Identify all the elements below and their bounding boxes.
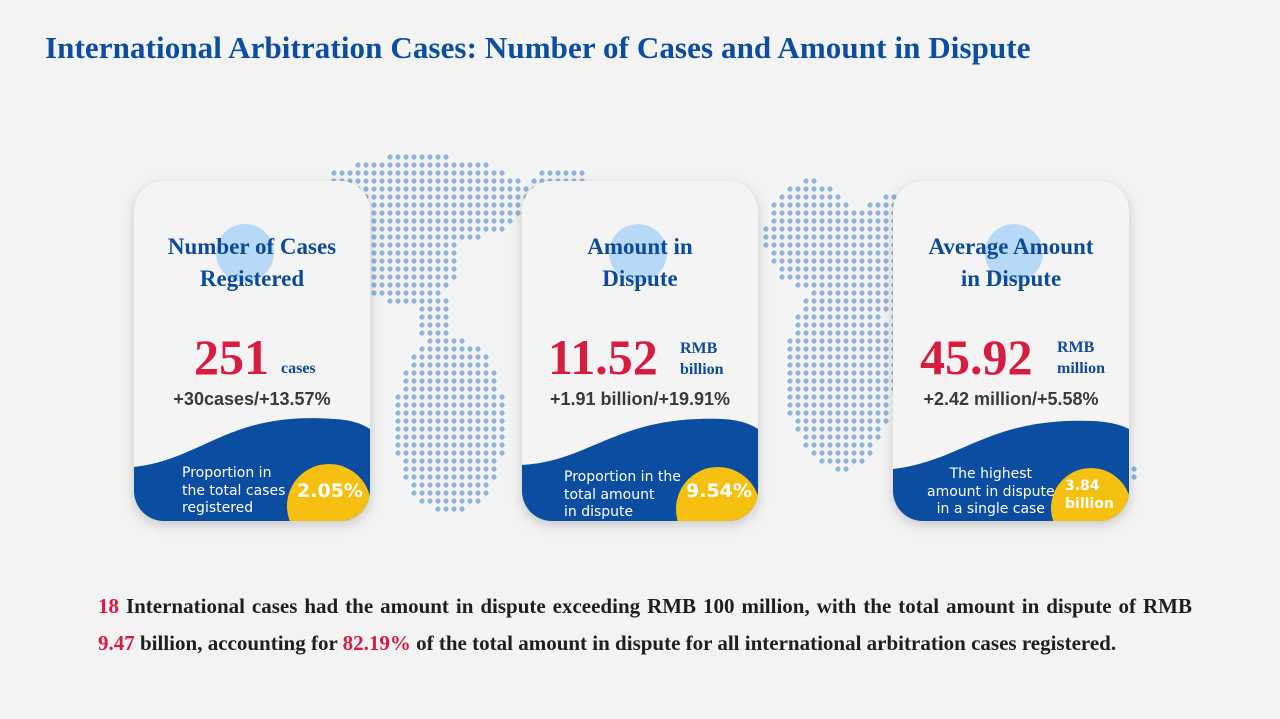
foot-label-line-1: Proportion in [182, 465, 272, 481]
average-change: +2.42 million/+5.58% [923, 389, 1099, 409]
card-amount-in-dispute: Amount in Dispute 11.52 RMB billion +1.9… [522, 181, 758, 521]
amount-change: +1.91 billion/+19.91% [549, 389, 731, 409]
card-title-line-1: Amount in [587, 234, 693, 259]
decorative-bubble [609, 224, 667, 282]
summary-total: 9.47 [98, 631, 135, 655]
amount-foot-value: 9.54% [686, 480, 752, 502]
amount-foot-label: Proportion in the total amount in disput… [564, 469, 681, 521]
cases-foot-label: Proportion in the total cases registered [182, 465, 285, 518]
summary-count: 18 [98, 594, 119, 618]
foot-label-line-2: amount in dispute [927, 483, 1055, 500]
cases-unit: cases [281, 360, 316, 377]
decorative-bubble [985, 224, 1043, 282]
page-title: International Arbitration Cases: Number … [45, 30, 1031, 65]
summary-percent: 82.19% [342, 631, 411, 655]
summary-text-2: billion, accounting for [134, 631, 343, 655]
card-title-line-2: Dispute [602, 266, 678, 291]
amount-unit: RMB billion [680, 338, 724, 380]
summary-text-3: of the total amount in dispute for all i… [410, 631, 1117, 655]
unit-line-2: billion [680, 361, 724, 378]
average-unit: RMB million [1057, 337, 1105, 379]
cases-foot-value: 2.05% [297, 480, 363, 502]
foot-label-line-3: in a single case [936, 501, 1045, 517]
card-title: Amount in Dispute [522, 231, 758, 295]
unit-line-1: RMB [1057, 339, 1095, 356]
card-title: Number of Cases Registered [134, 231, 370, 295]
card-title-line-2: Registered [199, 266, 305, 291]
cases-change: +30cases/+13.57% [173, 389, 331, 409]
foot-value-line-2: billion [1065, 496, 1114, 512]
card-title-line-2: in Dispute [960, 266, 1062, 291]
summary-text-1: International cases had the amount in di… [119, 594, 1192, 618]
card-cases-registered: Number of Cases Registered 251 cases +30… [134, 181, 370, 521]
card-average-amount: Average Amount in Dispute 45.92 RMB mill… [893, 181, 1129, 521]
card-wave [134, 418, 370, 521]
decorative-bubble [216, 224, 274, 282]
summary-paragraph: 18 International cases had the amount in… [98, 588, 1192, 662]
amount-value: 11.52 [548, 329, 658, 385]
average-value: 45.92 [920, 329, 1033, 385]
card-title-line-1: Number of Cases [167, 234, 337, 259]
foot-label-line-3: in dispute [564, 504, 634, 520]
foot-label-line-1: The highest [949, 466, 1033, 482]
average-foot-value: 3.84 billion [1065, 477, 1114, 513]
unit-line-1: RMB [680, 340, 718, 357]
card-wave [893, 420, 1129, 521]
card-title: Average Amount in Dispute [893, 231, 1129, 295]
card-title-line-1: Average Amount [928, 234, 1094, 259]
average-foot-label: The highest amount in dispute in a singl… [927, 466, 1055, 519]
foot-label-line-2: the total cases [182, 482, 286, 499]
foot-value-line-1: 3.84 [1065, 478, 1100, 494]
foot-label-line-1: Proportion in the [564, 469, 681, 485]
foot-label-line-3: registered [182, 500, 254, 516]
cases-value: 251 [194, 329, 269, 385]
card-wave [522, 418, 758, 521]
foot-label-line-2: total amount [564, 486, 655, 503]
unit-line-2: million [1057, 360, 1106, 377]
